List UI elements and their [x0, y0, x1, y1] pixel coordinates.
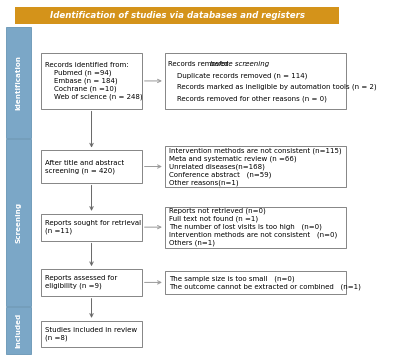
Text: Included: Included — [15, 313, 21, 348]
Bar — [165, 146, 346, 187]
Text: Records removed for other reasons (n = 0): Records removed for other reasons (n = 0… — [168, 95, 327, 102]
Text: Studies included in review
(n =8): Studies included in review (n =8) — [46, 327, 138, 341]
Bar — [6, 307, 31, 354]
Bar — [15, 7, 339, 24]
Bar — [165, 53, 346, 108]
Text: After title and abstract
screening (n = 420): After title and abstract screening (n = … — [46, 160, 125, 174]
Bar — [6, 28, 31, 138]
Text: before screening: before screening — [210, 61, 269, 67]
Bar — [165, 207, 346, 248]
Bar — [165, 271, 346, 294]
Text: Identification of studies via databases and registers: Identification of studies via databases … — [50, 11, 304, 20]
Text: Reports assessed for
eligibility (n =9): Reports assessed for eligibility (n =9) — [46, 275, 118, 289]
Bar — [41, 150, 142, 183]
Bar — [41, 269, 142, 296]
Bar — [41, 214, 142, 241]
Text: Records identified from:
    Pubmed (n =94)
    Embase (n = 184)
    Cochrane (n: Records identified from: Pubmed (n =94) … — [46, 62, 143, 100]
Bar — [41, 53, 142, 108]
Text: The sample size is too small   (n=0)
The outcome cannot be extracted or combined: The sample size is too small (n=0) The o… — [169, 275, 361, 290]
Text: Reports sought for retrieval
(n =11): Reports sought for retrieval (n =11) — [46, 220, 142, 234]
Text: Records removed: Records removed — [168, 61, 231, 67]
Text: Screening: Screening — [15, 202, 21, 243]
Text: Intervention methods are not consistent (n=115)
Meta and systematic review (n =6: Intervention methods are not consistent … — [169, 147, 342, 186]
Text: Reports not retrieved (n=0)
Full text not found (n =1)
The number of lost visits: Reports not retrieved (n=0) Full text no… — [169, 208, 337, 246]
Bar — [6, 139, 31, 306]
Bar — [41, 321, 142, 348]
Text: :: : — [243, 61, 246, 67]
Text: Records marked as ineligible by automation tools (n = 2): Records marked as ineligible by automati… — [168, 84, 377, 91]
Text: Duplicate records removed (n = 114): Duplicate records removed (n = 114) — [168, 73, 308, 79]
Text: Identification: Identification — [15, 55, 21, 110]
